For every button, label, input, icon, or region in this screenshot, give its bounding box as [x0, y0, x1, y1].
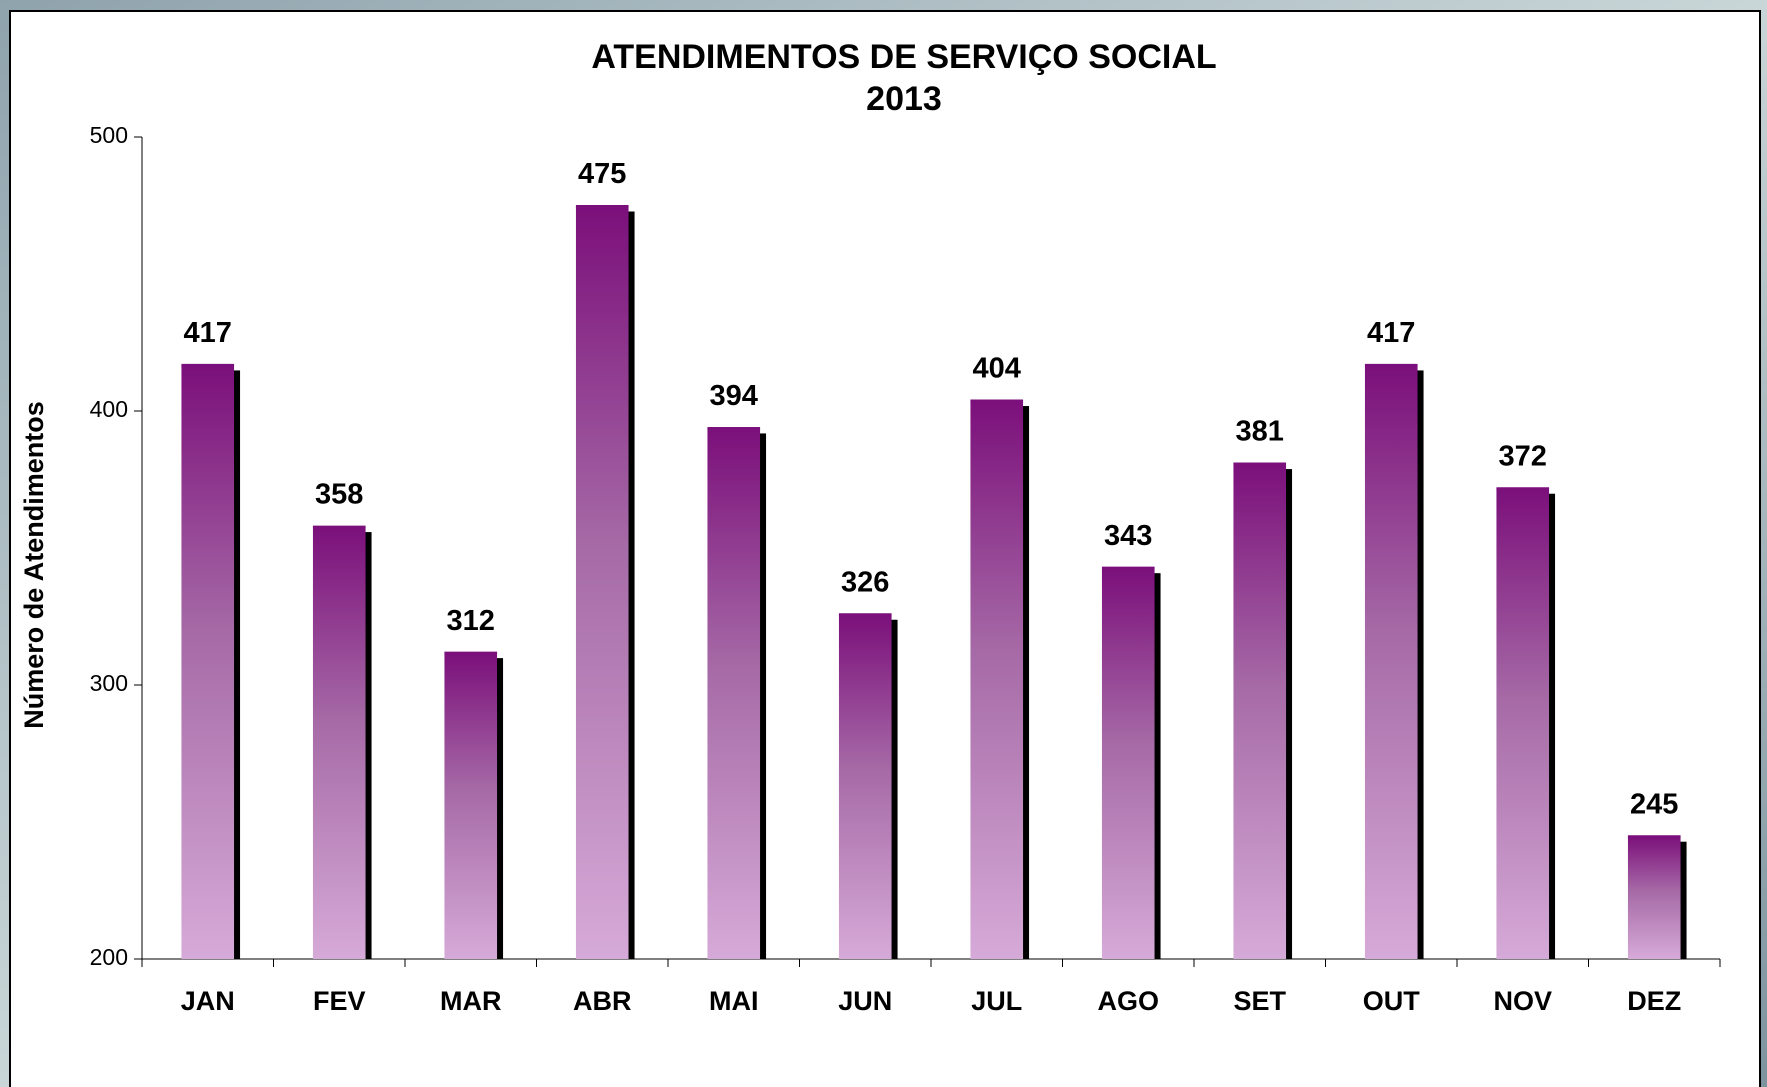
- data-label: 343: [1104, 520, 1152, 552]
- x-tick-label: JUN: [838, 986, 892, 1016]
- bar: [1101, 567, 1155, 959]
- data-label: 245: [1630, 788, 1678, 820]
- y-axis-label: Número de Atendimentos: [19, 401, 49, 729]
- x-tick-label: FEV: [313, 986, 366, 1016]
- data-label: 475: [578, 158, 626, 190]
- x-tick-label: OUT: [1363, 986, 1421, 1016]
- x-tick-label: JAN: [181, 986, 235, 1016]
- chart-title: ATENDIMENTOS DE SERVIÇO SOCIAL: [591, 38, 1216, 76]
- y-tick-label: 200: [90, 944, 128, 970]
- x-tick-label: MAI: [709, 986, 759, 1016]
- data-label: 417: [184, 317, 232, 349]
- bar: [1364, 364, 1418, 959]
- bar: [970, 400, 1024, 959]
- bar: [444, 652, 498, 959]
- x-tick-label: DEZ: [1627, 986, 1681, 1016]
- bar: [1627, 835, 1681, 959]
- bar: [312, 526, 366, 959]
- bar: [838, 613, 892, 959]
- x-tick-label: AGO: [1097, 986, 1159, 1016]
- bar: [707, 427, 761, 959]
- x-tick-label: JUL: [971, 986, 1022, 1016]
- bar: [1496, 487, 1550, 959]
- data-label: 372: [1499, 440, 1547, 472]
- x-tick-label: NOV: [1493, 986, 1552, 1016]
- y-tick-label: 500: [90, 122, 128, 148]
- bar: [181, 364, 235, 959]
- x-tick-label: SET: [1233, 986, 1286, 1016]
- y-tick-label: 400: [90, 396, 128, 422]
- data-label: 404: [973, 353, 1021, 385]
- bar: [575, 205, 629, 959]
- bar: [1233, 463, 1287, 959]
- data-label: 326: [841, 566, 889, 598]
- data-label: 312: [447, 605, 495, 637]
- data-label: 417: [1367, 317, 1415, 349]
- y-tick-label: 300: [90, 670, 128, 696]
- data-label: 381: [1236, 416, 1284, 448]
- x-tick-label: ABR: [573, 986, 632, 1016]
- data-label: 394: [710, 380, 758, 412]
- data-label: 358: [315, 479, 363, 511]
- chart-subtitle: 2013: [866, 80, 942, 118]
- x-tick-label: MAR: [440, 986, 502, 1016]
